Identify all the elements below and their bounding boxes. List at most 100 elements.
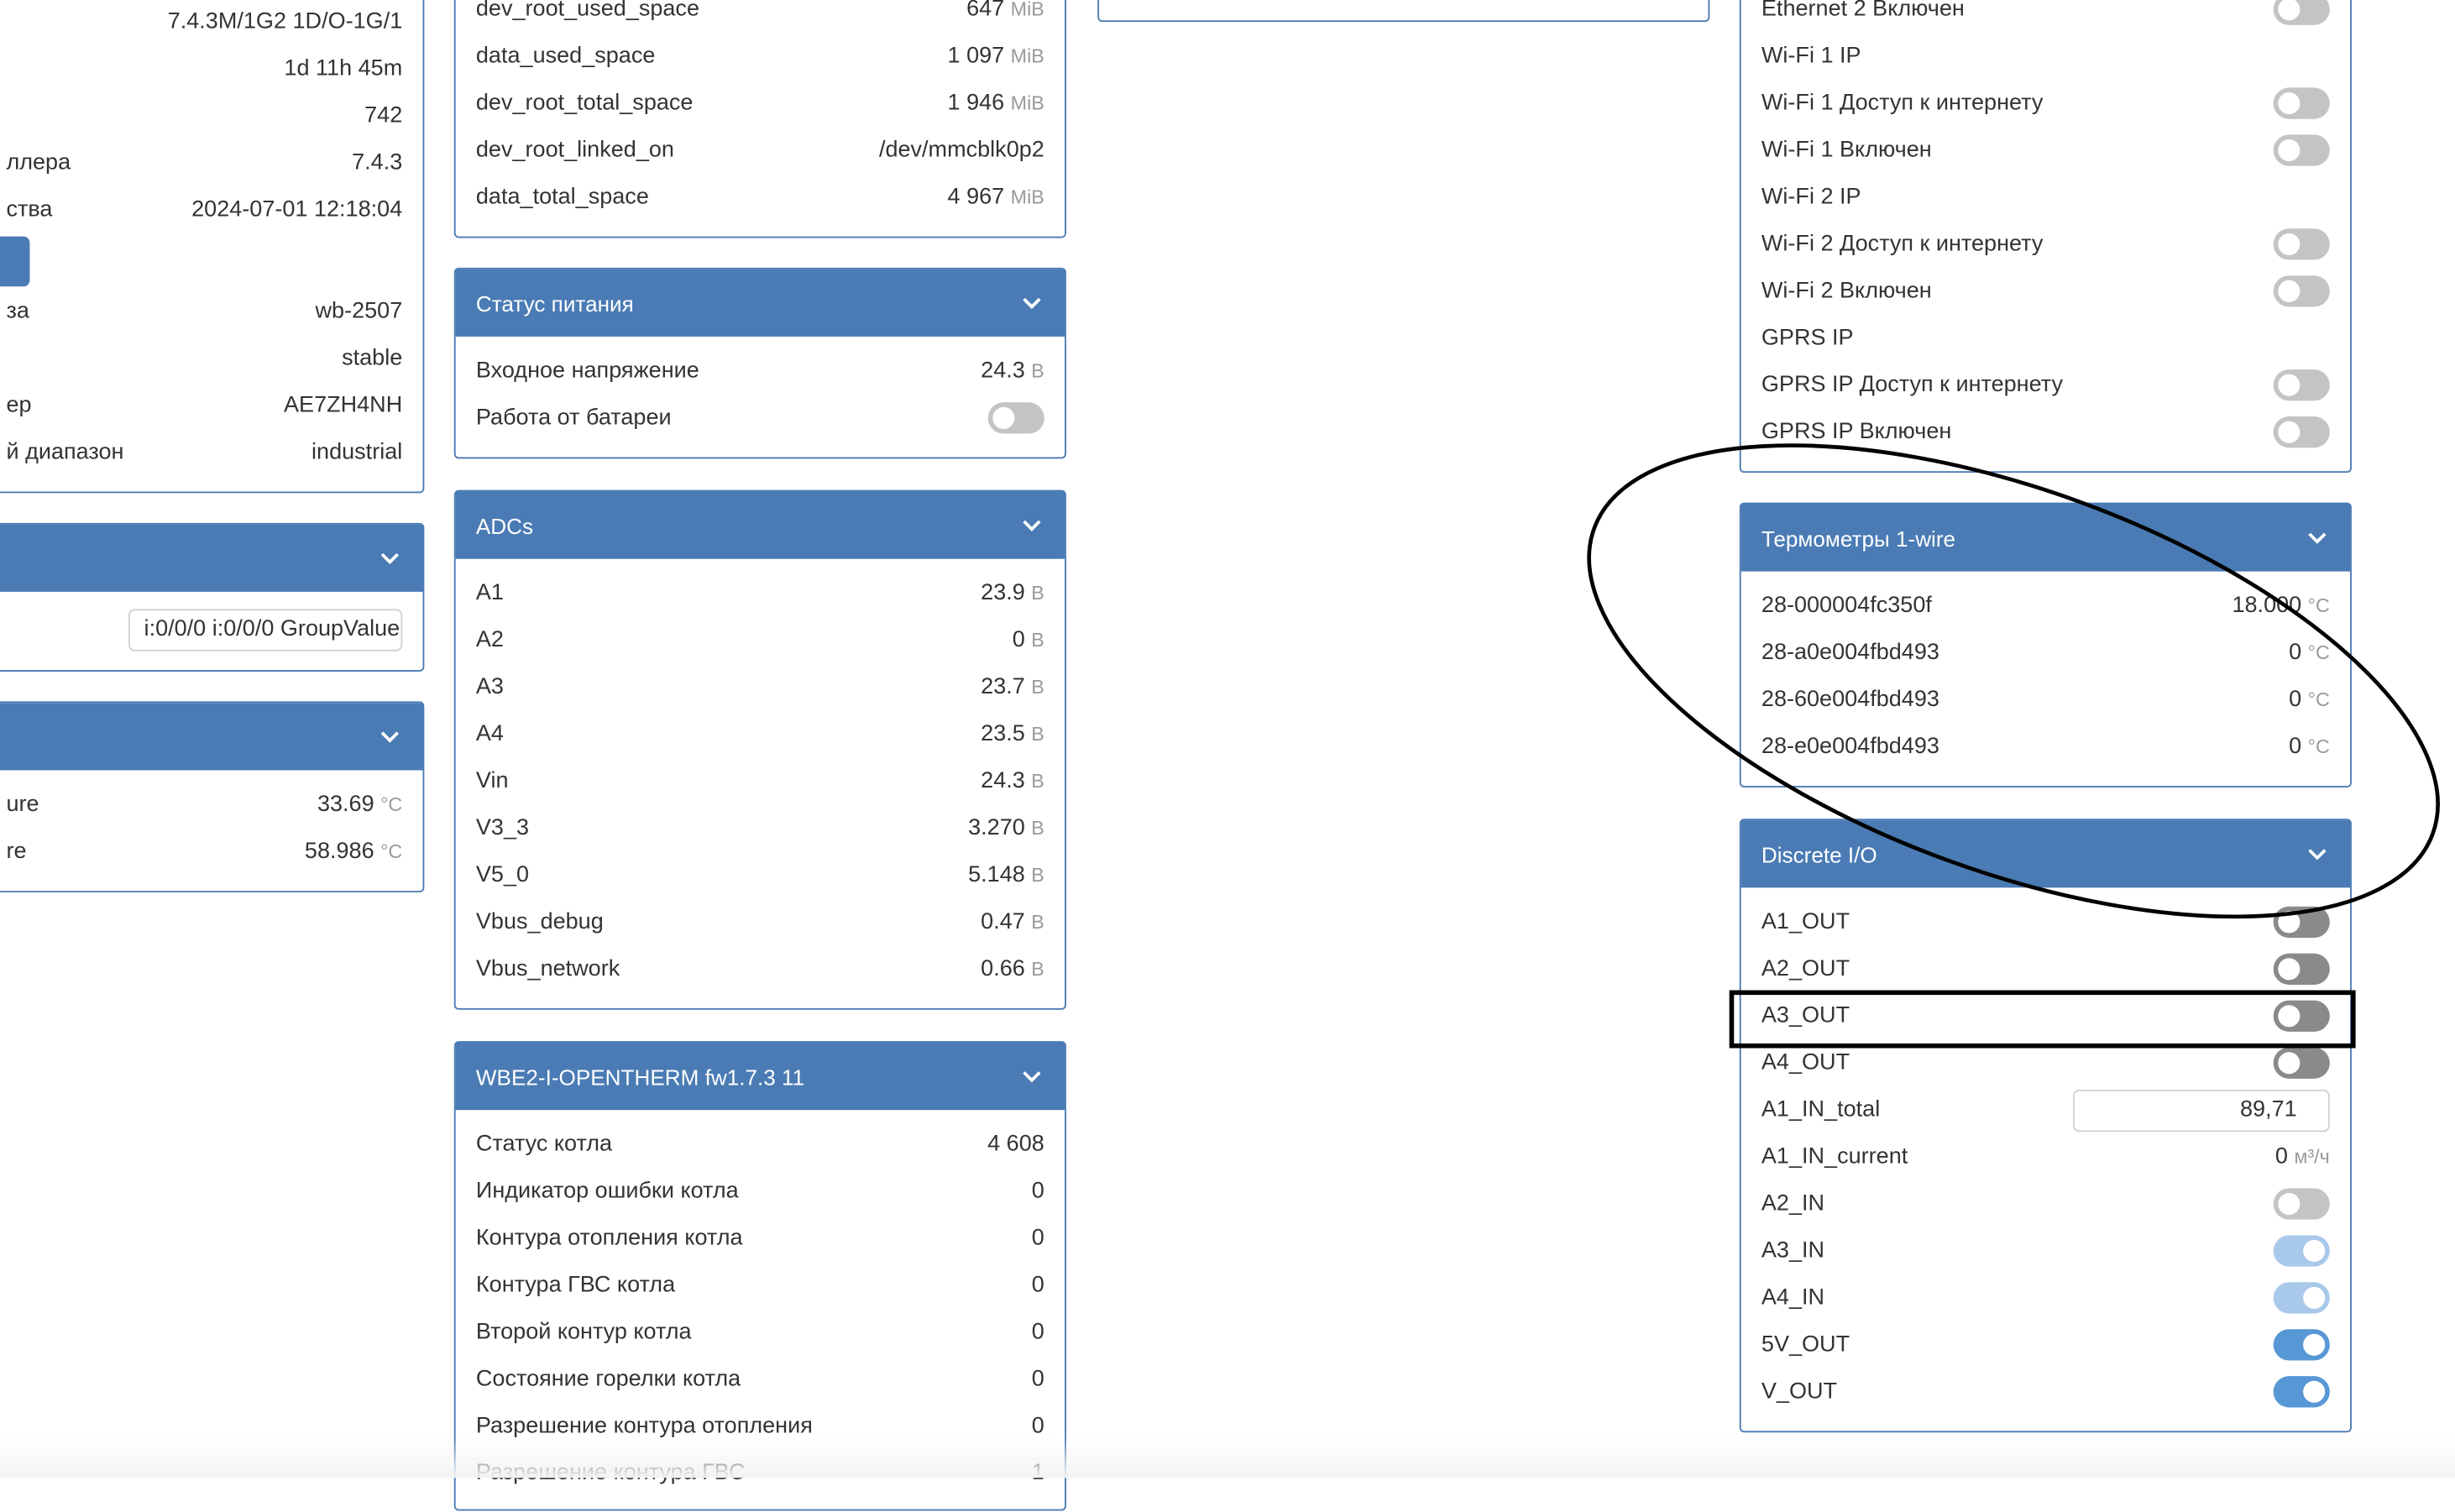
panel-body: 28-000004fc350f 18.000 °C 28-a0e004fbd493 0 °… [1741,572,2350,786]
row-5v-out: 5V_OUT [1761,1321,2330,1368]
row-label: A1_IN_current [1761,1144,1908,1170]
toggle-switch[interactable] [2273,1329,2330,1361]
toggle-switch[interactable] [2273,275,2330,307]
row-label: Wi-Fi 2 IP [1761,185,1861,210]
row-label: A1_OUT [1761,909,1850,935]
value-unit: В [1031,723,1044,746]
row-label: A3 [475,674,504,700]
row-состояние-горелки-котла: Состояние горелки котла 0 [476,1356,1044,1403]
row-value: 4 967 MiB [948,185,1044,210]
value-number: 1d 11h 45m [284,56,403,81]
value-unit: В [1031,911,1044,934]
value-number: 742 [364,103,403,128]
panel-body: ure 33.69 °C re 58.986 °C [0,770,422,891]
toggle-switch[interactable] [2273,416,2330,448]
toggle-switch[interactable] [2273,134,2330,166]
row-v-out: V_OUT [1761,1368,2330,1415]
panel-header[interactable]: WBE2-I-OPENTHERM fw1.7.3 11 [455,1042,1065,1111]
value-unit: В [1031,359,1044,383]
row-value: 0 °C [2289,688,2330,713]
toggle-switch[interactable] [2273,906,2330,939]
row-label: GPRS IP Доступ к интернету [1761,372,2063,398]
value-input[interactable]: i:0/0/0 i:0/0/0 GroupValue [128,608,403,651]
toggle-switch[interactable] [2273,953,2330,985]
panel-header[interactable] [0,703,423,771]
value-number: 0 [1012,627,1025,653]
value-unit: В [1031,770,1044,793]
network-panel: Ethernet 2 Включен Wi-Fi 1 IP Wi-Fi 1 Дост… [1739,0,2352,473]
discrete-io-panel: Discrete I/O A1_OUT A2_OUT A3_OUT A4_OUT A1_I… [1739,819,2352,1433]
row-label: 28-e0e004fbd493 [1761,734,1939,760]
row-value: 742 [364,103,402,128]
toggle-switch[interactable] [2273,0,2330,25]
panel-header[interactable] [0,524,423,592]
row-value: 0 [1032,1414,1044,1439]
row-wi-fi-1-доступ-к-интернету: Wi-Fi 1 Доступ к интернету [1761,80,2330,127]
panel-title: WBE2-I-OPENTHERM fw1.7.3 11 [475,1064,805,1089]
value-number: industrial [311,440,403,465]
value-number: 1 946 [947,91,1005,116]
row-label: Работа от батареи [475,405,672,431]
row-ллера: ллера 7.4.3 [6,139,402,186]
row-value: 0 [1032,1367,1044,1392]
row-wi-fi-2-включен: Wi-Fi 2 Включен [1761,268,2330,315]
chevron-down-icon[interactable] [379,546,400,571]
panel-body: 7.4.3M/1G2 1D/O-1G/1 1d 11h 45m 742 ллера 7.… [0,0,422,492]
row-label: data_total_space [475,185,649,210]
toggle-switch[interactable] [2273,1047,2330,1079]
value-number: 18.000 [2232,593,2302,619]
toggle-switch[interactable] [2273,1000,2330,1032]
row-label: Разрешение контура ГВС [475,1460,746,1486]
row-value: 1d 11h 45m [284,56,402,81]
row-a4: A4 23.5 В [476,711,1044,758]
value-unit: MiB [1010,45,1044,68]
row-label: A2 [475,627,504,653]
value-number: 0 [1031,1226,1044,1251]
panel-header[interactable]: ADCs [455,491,1065,559]
row-label: Wi-Fi 2 Включен [1761,278,1932,304]
row-value: 0 [1032,1179,1044,1204]
value-number: 1 097 [947,44,1005,70]
toggle-switch[interactable] [2273,1376,2330,1408]
row-ер: ер AE7ZH4NH [6,382,402,429]
toggle-switch[interactable] [2273,1188,2330,1220]
chevron-down-icon[interactable] [2306,526,2328,551]
update-button[interactable] [0,235,30,286]
row-label: Входное напряжение [475,358,699,384]
toggle-switch[interactable] [2273,87,2330,119]
value-number: AE7ZH4NH [283,393,403,418]
chevron-down-icon[interactable] [1021,513,1043,538]
row-label: Индикатор ошибки котла [475,1179,739,1205]
row-wi-fi-1-включен: Wi-Fi 1 Включен [1761,127,2330,174]
panel-body: Статус котла 4 608 Индикатор ошибки котла 0… [456,1110,1065,1512]
row-label: за [6,299,29,325]
row-label: 28-000004fc350f [1761,593,1932,619]
chevron-down-icon[interactable] [379,724,400,749]
toggle-switch[interactable] [2273,369,2330,401]
value-unit: MiB [1010,186,1044,209]
row-второй-контур-котла: Второй контур котла 0 [476,1309,1044,1356]
input-value: 89,71 [2239,1097,2297,1123]
toggle-switch[interactable] [2273,228,2330,260]
chevron-down-icon[interactable] [1021,1064,1043,1089]
row-wi-fi-2-ip: Wi-Fi 2 IP [1761,174,2330,221]
row-label: dev_root_used_space [475,0,700,23]
panel-header[interactable]: Термометры 1-wire [1740,504,2351,572]
row-индикатор-ошибки-котла: Индикатор ошибки котла 0 [476,1168,1044,1215]
value-input[interactable]: 89,71 [2072,1088,2330,1132]
panel-header[interactable]: Discrete I/O [1740,820,2351,888]
panel-title: Термометры 1-wire [1761,525,1956,551]
toggle-switch[interactable] [987,402,1044,434]
value-unit: °C [380,840,403,863]
row-value: 23.7 В [981,675,1044,700]
row-dev-root-total-space: dev_root_total_space 1 946 MiB [476,80,1044,127]
row-dev-root-linked-on: dev_root_linked_on/dev/mmcblk0p2 [476,127,1044,174]
value-number: 0 [2289,687,2302,713]
panel-header[interactable]: Статус питания [455,269,1065,337]
row-label: й диапазон [6,440,124,465]
chevron-down-icon[interactable] [2306,841,2328,866]
panel-body: i:0/0/0 i:0/0/0 GroupValue [0,592,422,670]
row-value: 5.148 В [968,863,1044,888]
chevron-down-icon[interactable] [1021,290,1043,316]
row-28-a0e004fbd493: 28-a0e004fbd493 0 °C [1761,630,2330,677]
